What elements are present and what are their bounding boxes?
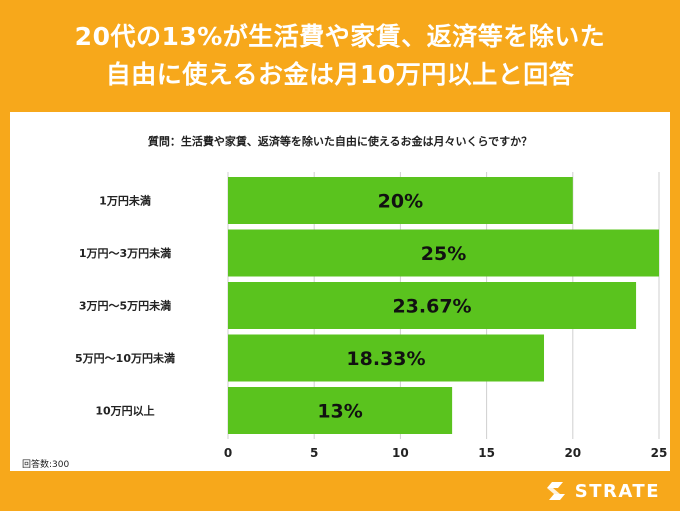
bar-chart: 0 5 10 15 20 25 1万円未満 20% 1万円〜3万円未満 25% 3万円〜5万円未満 2… bbox=[75, 172, 668, 460]
chart-panel: 質問：生活費や家賃、返済等を除いた自由に使えるお金は月々いくらですか？ 0 5 10… bbox=[10, 112, 670, 471]
logo-text: STRATE bbox=[574, 480, 660, 502]
strate-logo: STRATE bbox=[543, 479, 660, 503]
category-label: 10万円以上 bbox=[95, 404, 154, 418]
x-tick-label: 20 bbox=[564, 446, 581, 460]
title-line-2: 自由に使えるお金は月10万円以上と回答 bbox=[105, 60, 575, 89]
footer-bar: STRATE bbox=[0, 471, 680, 511]
x-tick-label: 25 bbox=[651, 446, 668, 460]
bar bbox=[228, 177, 573, 224]
bar bbox=[228, 229, 659, 277]
x-tick-label: 15 bbox=[478, 446, 495, 460]
strate-s-logo-icon bbox=[546, 482, 565, 500]
question-text: 質問：生活費や家賃、返済等を除いた自由に使えるお金は月々いくらですか？ bbox=[147, 135, 533, 148]
category-label: 3万円〜5万円未満 bbox=[79, 299, 171, 313]
bar-value-label: 23.67% bbox=[392, 296, 471, 318]
category-label: 1万円〜3万円未満 bbox=[79, 246, 171, 260]
bar-value-label: 13% bbox=[317, 401, 362, 423]
bar bbox=[228, 334, 545, 382]
x-tick-label: 0 bbox=[224, 446, 232, 460]
category-label: 5万円〜10万円未満 bbox=[75, 351, 175, 365]
header-banner: 20代の13%が生活費や家賃、返済等を除いた 自由に使えるお金は月10万円以上と… bbox=[0, 0, 680, 112]
respondent-count: 回答数:300 bbox=[22, 460, 70, 470]
bar-value-label: 18.33% bbox=[346, 348, 425, 370]
x-tick-label: 5 bbox=[310, 446, 318, 460]
title-line-1: 20代の13%が生活費や家賃、返済等を除いた bbox=[74, 22, 606, 51]
bar bbox=[228, 282, 637, 329]
bar-value-label: 20% bbox=[378, 191, 423, 213]
bar-value-label: 25% bbox=[421, 243, 466, 265]
category-label: 1万円未満 bbox=[99, 194, 151, 208]
x-tick-label: 10 bbox=[392, 446, 409, 460]
bar bbox=[228, 387, 453, 434]
